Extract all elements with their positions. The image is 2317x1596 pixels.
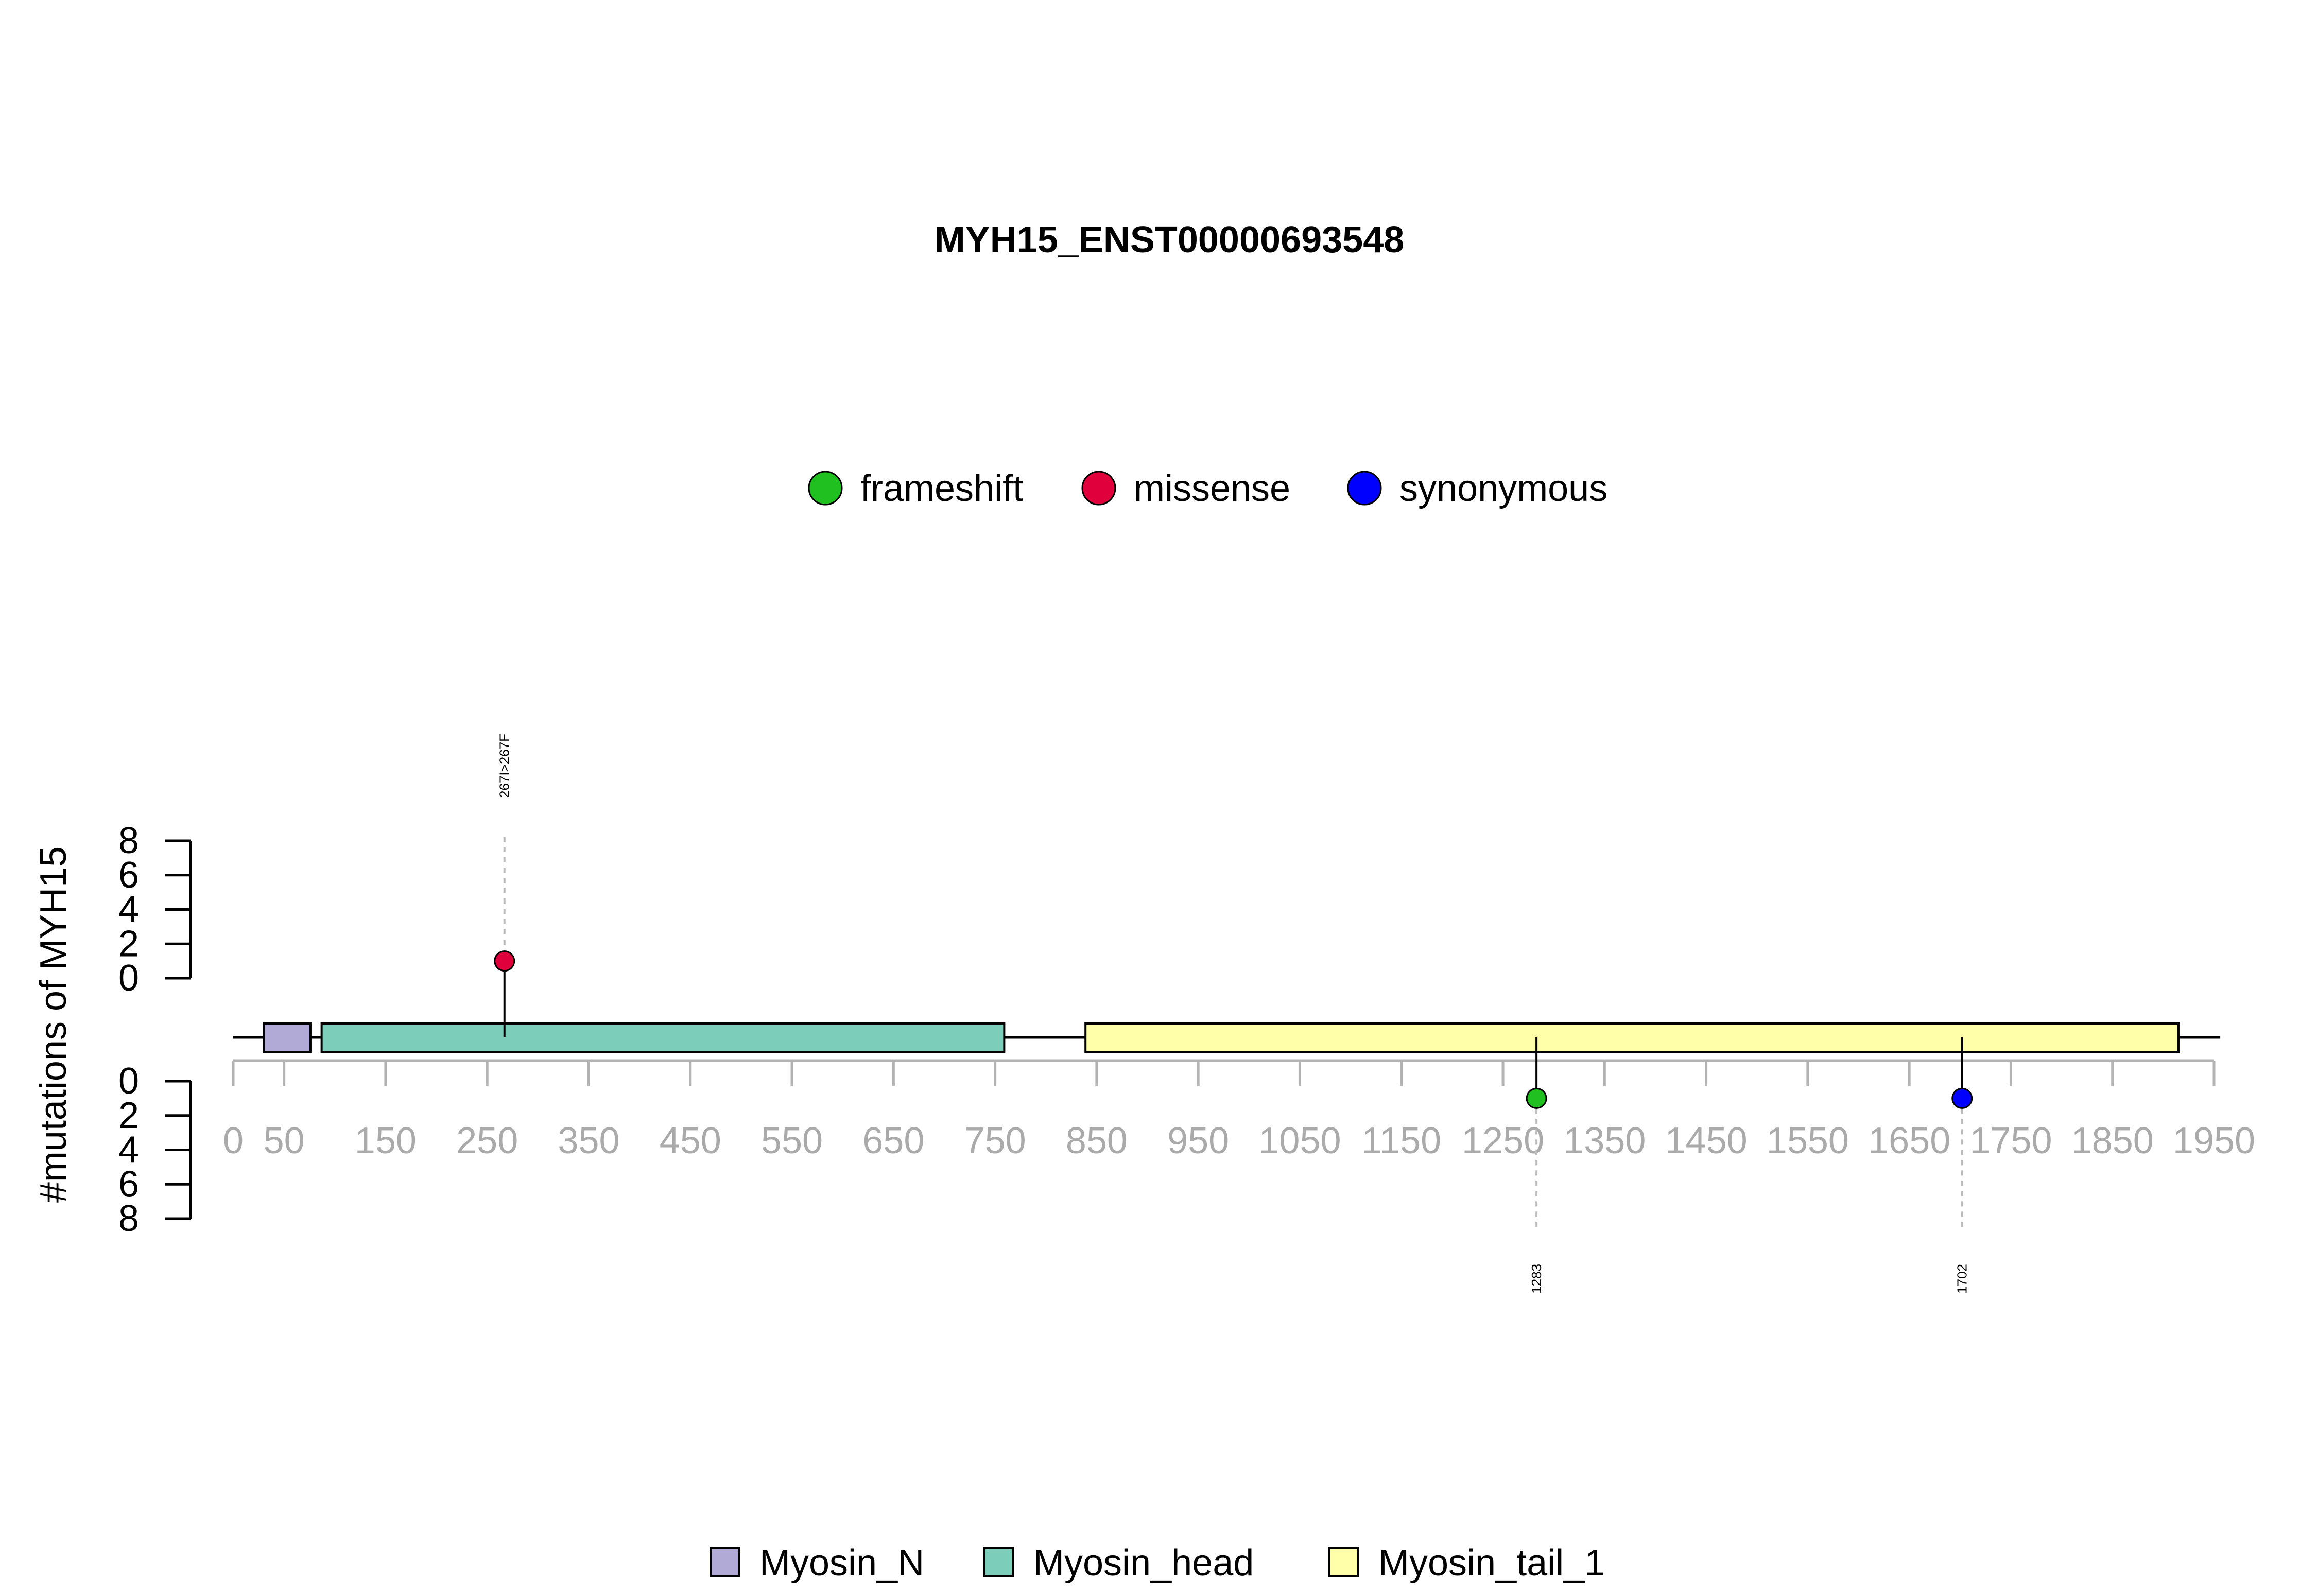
- y-axis-bottom-tick-label: 6: [118, 1164, 139, 1205]
- y-axis-top-tick-label: 0: [118, 958, 139, 999]
- x-tick-label: 150: [355, 1120, 417, 1161]
- x-tick-label: 1850: [2071, 1120, 2154, 1161]
- legend-label-missense: missense: [1134, 468, 1290, 509]
- mutation-label: 1702: [1955, 1264, 1970, 1294]
- y-axis-bottom-tick-label: 2: [118, 1095, 139, 1136]
- domain-Myosin_head: [320, 1022, 1006, 1053]
- mutation-label: 1283: [1529, 1264, 1544, 1294]
- x-tick-label: 1250: [1462, 1120, 1544, 1161]
- x-tick-label: 1650: [1868, 1120, 1950, 1161]
- mutation-point-missense: [494, 950, 515, 972]
- y-axis-top-tick-label: 4: [118, 889, 139, 930]
- legend-label-frameshift: frameshift: [860, 468, 1023, 509]
- x-axis: 0 50 150 250 350 450 550 650 750 850 950 1050 1150 12…: [223, 1059, 2255, 1161]
- x-tick-label: 550: [761, 1120, 823, 1161]
- y-axis-bottom-tick-label: 4: [118, 1130, 139, 1171]
- x-tick-label: 650: [862, 1120, 924, 1161]
- x-tick-label: 0: [223, 1120, 244, 1161]
- x-tick-label: 850: [1066, 1120, 1128, 1161]
- x-tick-label: 1350: [1563, 1120, 1646, 1161]
- x-tick-label: 50: [264, 1120, 305, 1161]
- domain-Myosin_tail_1: [1084, 1022, 2180, 1053]
- x-tick-label: 450: [660, 1120, 721, 1161]
- y-axis-bottom-tick-label: 8: [118, 1198, 139, 1239]
- legend-swatch-Myosin_tail_1: [1328, 1547, 1359, 1577]
- legend-marker-missense: [1081, 471, 1116, 506]
- mutation-point-frameshift: [1526, 1087, 1547, 1109]
- legend-label-Myosin_tail_1: Myosin_tail_1: [1378, 1542, 1605, 1584]
- chart-title: MYH15_ENST00000693548: [935, 219, 1405, 261]
- y-axis-top-tick-label: 2: [118, 923, 139, 964]
- domain-legend: Myosin_N Myosin_head Myosin_tail_1: [710, 1542, 1605, 1584]
- legend-marker-frameshift: [808, 471, 843, 506]
- x-tick-label: 1750: [1969, 1120, 2052, 1161]
- x-tick-label: 250: [456, 1120, 518, 1161]
- x-tick-label: 1950: [2173, 1120, 2255, 1161]
- x-tick-label: 750: [964, 1120, 1026, 1161]
- legend-swatch-Myosin_head: [983, 1547, 1014, 1577]
- x-tick-label: 950: [1167, 1120, 1229, 1161]
- x-tick-label: 350: [558, 1120, 619, 1161]
- domain-track: [263, 1022, 2180, 1053]
- legend-swatch-Myosin_N: [710, 1547, 740, 1577]
- mutation-point-synonymous: [1951, 1087, 1973, 1109]
- x-tick-label: 1450: [1665, 1120, 1748, 1161]
- legend-label-Myosin_N: Myosin_N: [759, 1542, 924, 1584]
- x-tick-label: 1550: [1767, 1120, 1849, 1161]
- y-axis-bottom-tick-label: 0: [118, 1061, 139, 1102]
- legend-marker-synonymous: [1347, 471, 1382, 506]
- y-axis-label: #mutations of MYH15: [33, 846, 74, 1203]
- x-tick-label: 1050: [1258, 1120, 1341, 1161]
- mutation-lollipops: 267I>267F 1283 1702: [494, 734, 1973, 1294]
- y-axis-top-tick-label: 6: [118, 855, 139, 896]
- mutation-label: 267I>267F: [497, 734, 512, 798]
- legend-label-synonymous: synonymous: [1399, 468, 1607, 509]
- domain-Myosin_N: [263, 1022, 312, 1053]
- y-axis-top-tick-label: 8: [118, 820, 139, 861]
- legend-label-Myosin_head: Myosin_head: [1033, 1542, 1254, 1584]
- x-tick-label: 1150: [1361, 1120, 1441, 1161]
- mutation-type-legend: frameshift missense synonymous: [808, 468, 1607, 509]
